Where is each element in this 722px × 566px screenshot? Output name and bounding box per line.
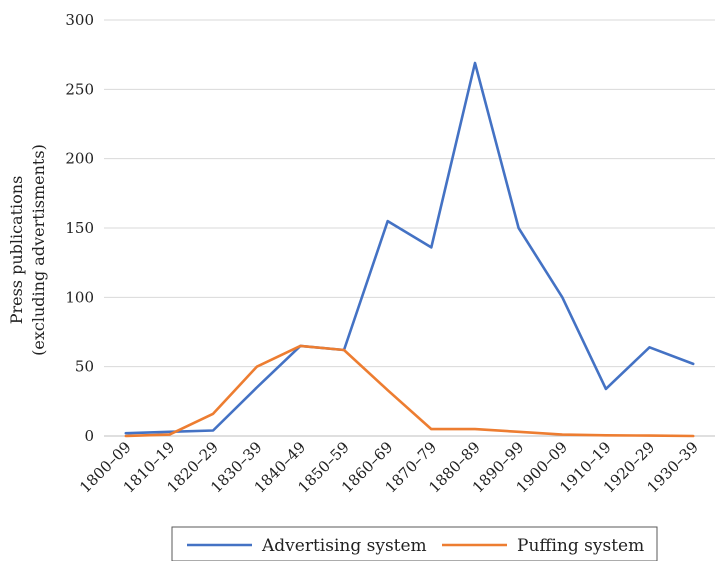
gridlines xyxy=(104,19,715,437)
legend-label: Advertising system xyxy=(261,536,427,556)
series-line-puffing xyxy=(124,344,695,438)
y-tick-label: 0 xyxy=(84,427,94,445)
series-line-advertising xyxy=(124,61,695,435)
y-tick-label: 100 xyxy=(65,288,94,306)
y-tick-label: 300 xyxy=(65,11,94,29)
x-axis-ticks: 1800–091810–191820–291830–391840–491850–… xyxy=(76,438,702,497)
y-tick-label: 200 xyxy=(65,150,94,168)
y-axis-title-line-2: (excluding advertisments) xyxy=(29,144,48,356)
legend: Advertising system Puffing system xyxy=(171,526,658,562)
series-lines xyxy=(124,61,695,438)
y-tick-label: 150 xyxy=(65,219,94,237)
y-axis-title-line-1: Press publications xyxy=(7,176,26,325)
legend-label: Puffing system xyxy=(517,536,644,556)
legend-box xyxy=(171,526,658,562)
y-axis-ticks: 0 50 100 150 200 250 300 xyxy=(65,11,94,445)
y-tick-label: 250 xyxy=(65,80,94,98)
y-tick-label: 50 xyxy=(75,358,94,376)
